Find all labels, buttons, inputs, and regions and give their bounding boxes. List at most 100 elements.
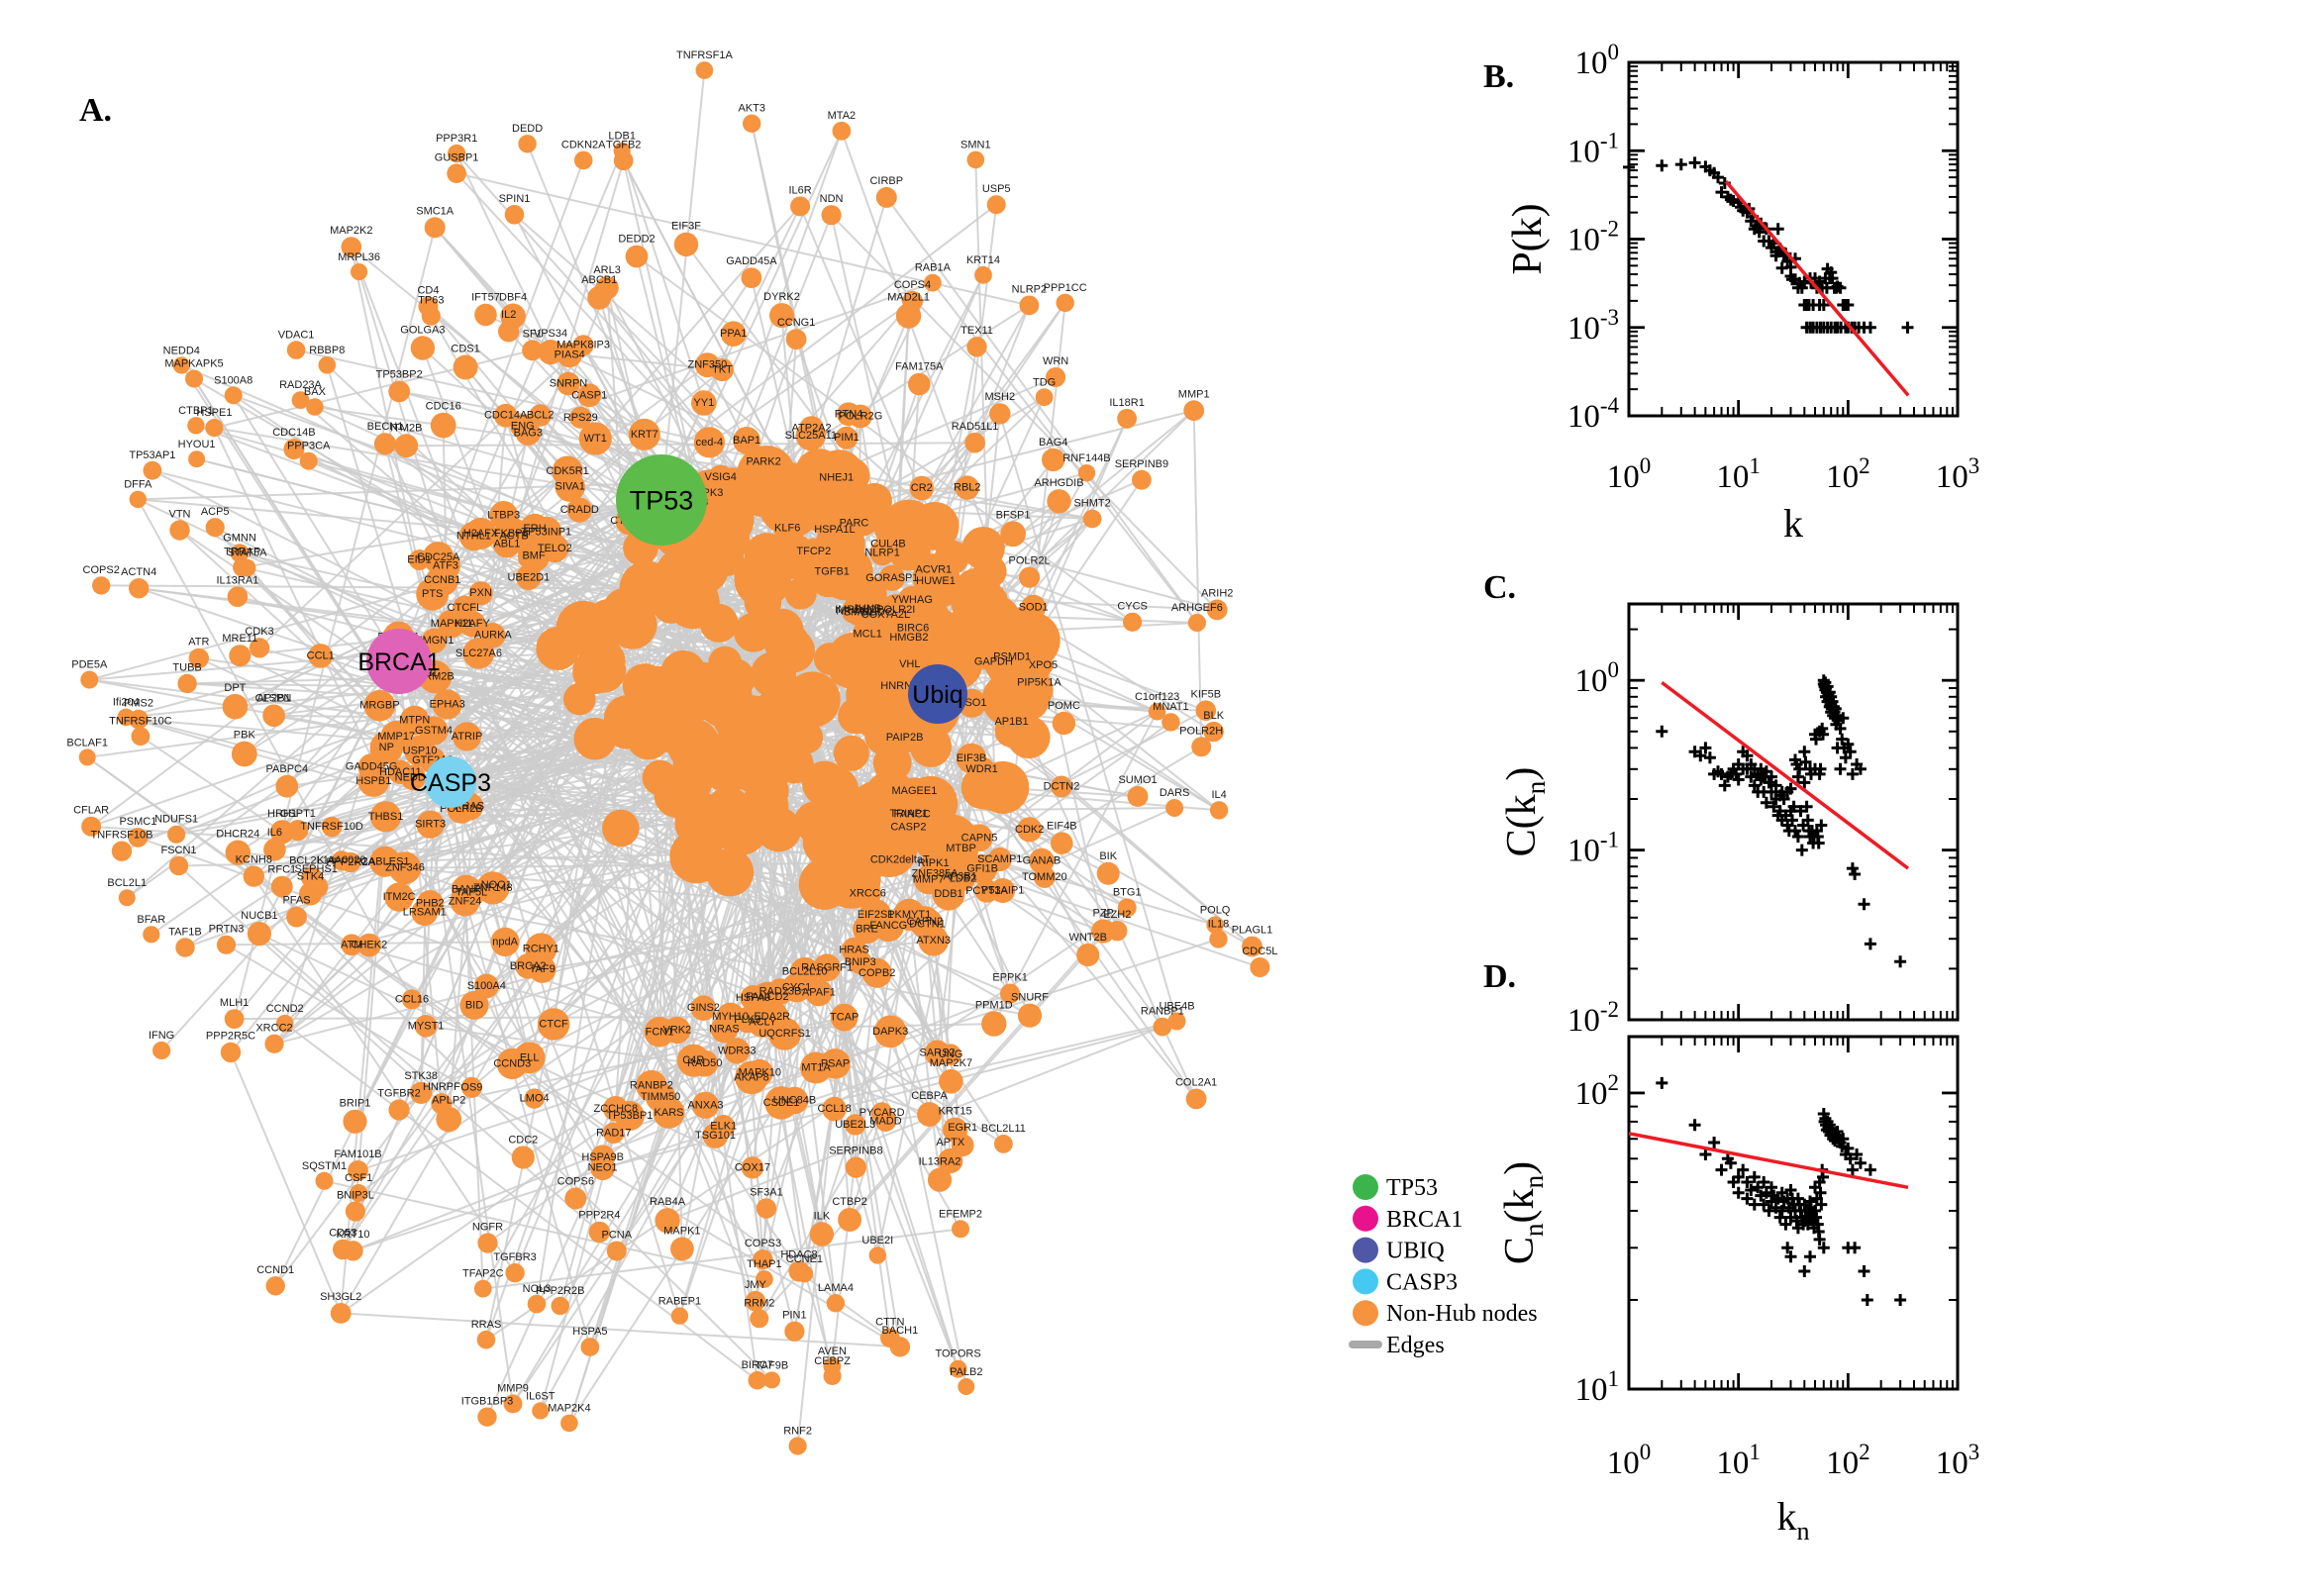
network-edge bbox=[992, 711, 1159, 1025]
network-node-label: MAP2K7 bbox=[930, 1057, 972, 1069]
scatter-point bbox=[1837, 712, 1850, 725]
scatter-point bbox=[1786, 814, 1798, 827]
network-node-label: CEBPA bbox=[911, 1090, 948, 1102]
network-node bbox=[813, 953, 841, 982]
network-node bbox=[691, 390, 717, 416]
y-tick-label: 102 bbox=[1575, 1070, 1620, 1112]
plot-frame bbox=[1627, 1035, 1960, 1391]
network-node-label: C1orf123 bbox=[1135, 691, 1179, 703]
network-node-label: MAD2L1 bbox=[887, 291, 930, 303]
y-tick-label: 101 bbox=[1575, 1366, 1620, 1408]
network-node bbox=[414, 1015, 438, 1038]
network-edge bbox=[830, 214, 1218, 611]
network-node-label: ZNF24 bbox=[449, 895, 482, 907]
scatter-point bbox=[1794, 805, 1807, 818]
network-node bbox=[820, 1048, 851, 1079]
network-node-label: LRSAM1 bbox=[403, 907, 447, 919]
network-edge bbox=[763, 805, 960, 1370]
network-edge bbox=[434, 227, 794, 651]
network-node-label: BECN1 bbox=[367, 421, 404, 433]
network-node-label: APAF1 bbox=[802, 987, 836, 999]
network-node-label: DFFA bbox=[124, 479, 152, 491]
network-node-label: DHCR24 bbox=[216, 829, 259, 841]
network-node bbox=[263, 838, 286, 861]
network-node bbox=[833, 735, 869, 771]
network-node-label: C4R bbox=[682, 1054, 704, 1066]
scatter-point bbox=[1810, 1211, 1822, 1224]
network-node bbox=[416, 810, 445, 839]
network-node bbox=[756, 807, 802, 852]
network-node-label: COX17 bbox=[735, 1161, 770, 1173]
network-node-label: VPS34 bbox=[534, 328, 567, 340]
scatter-point bbox=[1724, 1156, 1737, 1169]
scatter-point bbox=[1814, 762, 1827, 775]
scatter-point bbox=[1741, 1192, 1754, 1205]
network-node-label: UBE2L3 bbox=[835, 1119, 875, 1131]
network-node-label: TCAP bbox=[830, 1012, 858, 1024]
network-node-label: MTPN bbox=[399, 715, 430, 727]
network-node-label: MNAT1 bbox=[1153, 701, 1188, 713]
network-node-label: CCNE1 bbox=[786, 1253, 823, 1265]
network-node bbox=[940, 1044, 961, 1065]
network-node bbox=[498, 321, 520, 343]
network-node bbox=[308, 644, 334, 668]
network-node-label: MAPK10 bbox=[739, 1067, 781, 1079]
network-node-label: ACLY bbox=[749, 1016, 777, 1028]
x-axis-label: k bbox=[1783, 501, 1803, 546]
network-node-label: MAPK1 bbox=[663, 1226, 700, 1238]
network-node-label: AKAP8 bbox=[734, 1071, 768, 1083]
hub-node-brca1 bbox=[366, 629, 432, 694]
network-node-label: HSPA9B bbox=[581, 1151, 624, 1163]
network-node bbox=[422, 542, 454, 573]
network-node bbox=[380, 721, 413, 752]
network-node bbox=[710, 1015, 739, 1044]
network-node-label: PYCARD bbox=[859, 1107, 905, 1119]
network-node bbox=[712, 1115, 736, 1139]
network-node-label: FSCN1 bbox=[160, 845, 196, 856]
network-node bbox=[909, 906, 941, 938]
axis-ticks bbox=[1627, 1037, 1960, 1391]
network-node bbox=[835, 426, 858, 449]
network-node bbox=[795, 420, 826, 451]
network-node-label: TP53BP1 bbox=[606, 1110, 653, 1122]
network-edge bbox=[281, 660, 400, 833]
network-node-label: SIRT3 bbox=[415, 819, 446, 831]
network-node bbox=[642, 759, 678, 796]
network-node-label: MSH2 bbox=[985, 391, 1016, 403]
scatter-point bbox=[1864, 938, 1876, 950]
network-node bbox=[953, 567, 1001, 616]
network-node bbox=[1077, 464, 1096, 482]
network-node bbox=[1035, 388, 1054, 407]
scatter-point bbox=[1732, 773, 1745, 786]
network-node-label: GADD45A bbox=[726, 255, 777, 267]
network-node-label: MLH1 bbox=[220, 997, 249, 1009]
network-node bbox=[1153, 1017, 1172, 1037]
network-node-label: UQCRFS1 bbox=[758, 1028, 811, 1040]
network-node-label: HDAC8 bbox=[780, 1249, 817, 1261]
network-node bbox=[357, 765, 390, 797]
network-node-label: CDC16 bbox=[426, 401, 461, 413]
y-tick-label: 10-1 bbox=[1567, 128, 1619, 169]
network-node bbox=[1000, 521, 1026, 548]
y-tick-label: 10-3 bbox=[1567, 305, 1619, 347]
network-node-label: EIF3B bbox=[957, 752, 987, 764]
network-node bbox=[188, 450, 206, 468]
network-node-label: NR4A1 bbox=[836, 606, 870, 618]
scatter-point bbox=[1858, 1265, 1870, 1277]
network-node bbox=[564, 1187, 587, 1210]
network-node bbox=[560, 1414, 578, 1433]
network-node bbox=[845, 1114, 866, 1136]
network-node bbox=[363, 689, 396, 722]
network-node bbox=[143, 460, 162, 480]
scatter-point bbox=[1748, 1170, 1761, 1183]
network-node-label: FANCD2 bbox=[746, 991, 788, 1003]
network-node bbox=[587, 285, 612, 310]
network-node-label: SF3A1 bbox=[750, 1186, 783, 1198]
network-node-label: PFAS bbox=[282, 895, 310, 907]
network-node-label: CEBPZ bbox=[814, 1355, 851, 1367]
network-node-label: PPA1 bbox=[720, 328, 747, 340]
network-node bbox=[321, 816, 343, 838]
network-node bbox=[572, 648, 618, 695]
network-node-label: COPS3 bbox=[745, 1238, 781, 1249]
